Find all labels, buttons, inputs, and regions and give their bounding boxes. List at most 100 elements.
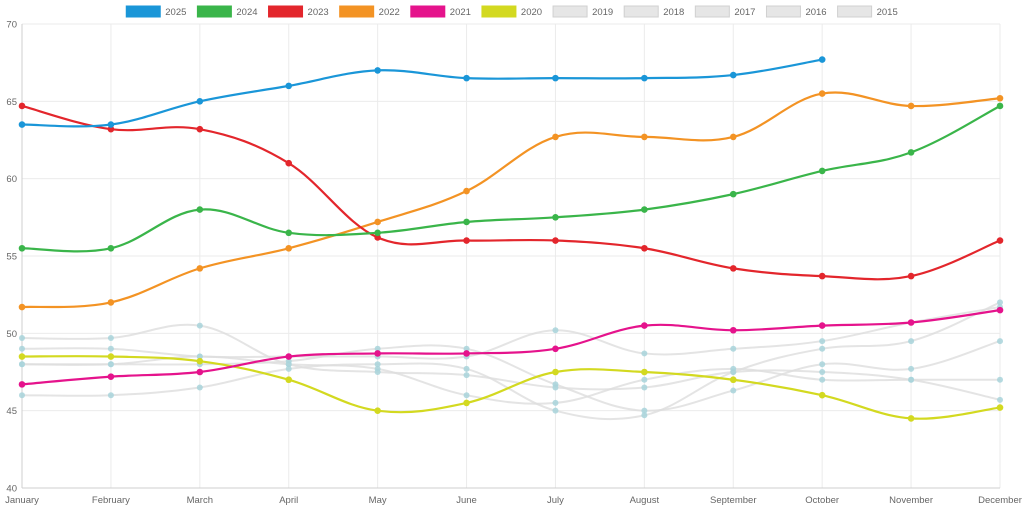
data-point-2025[interactable] bbox=[552, 74, 559, 82]
data-point-2015[interactable] bbox=[196, 353, 203, 360]
data-point-2024[interactable] bbox=[552, 214, 559, 221]
data-point-2023[interactable] bbox=[641, 244, 648, 252]
legend-item-2021[interactable]: 2021 bbox=[410, 5, 471, 18]
legend-item-2022[interactable]: 2022 bbox=[339, 5, 400, 18]
data-point-2017[interactable] bbox=[196, 322, 203, 329]
data-point-2021[interactable] bbox=[641, 322, 648, 329]
data-point-2024[interactable] bbox=[463, 218, 470, 226]
data-point-2022[interactable] bbox=[18, 303, 26, 311]
data-point-2019[interactable] bbox=[552, 399, 559, 406]
data-point-2025[interactable] bbox=[18, 121, 26, 128]
data-point-2019[interactable] bbox=[463, 392, 470, 399]
data-point-2017[interactable] bbox=[285, 361, 292, 368]
data-point-2020[interactable] bbox=[552, 368, 559, 376]
data-point-2023[interactable] bbox=[907, 272, 915, 280]
data-point-2023[interactable] bbox=[196, 125, 204, 133]
data-point-2022[interactable] bbox=[196, 265, 204, 272]
legend-item-2015[interactable]: 2015 bbox=[837, 5, 898, 18]
data-point-2022[interactable] bbox=[641, 133, 648, 141]
legend-item-2020[interactable]: 2020 bbox=[481, 5, 542, 18]
data-point-2016[interactable] bbox=[997, 299, 1003, 306]
data-point-2022[interactable] bbox=[107, 299, 115, 306]
data-point-2017[interactable] bbox=[374, 369, 381, 375]
data-point-2025[interactable] bbox=[196, 98, 204, 105]
data-point-2024[interactable] bbox=[907, 149, 915, 156]
data-point-2021[interactable] bbox=[196, 368, 204, 376]
data-point-2019[interactable] bbox=[819, 376, 826, 383]
data-point-2016[interactable] bbox=[463, 365, 470, 372]
data-point-2016[interactable] bbox=[552, 407, 559, 414]
data-point-2017[interactable] bbox=[819, 369, 826, 375]
legend-item-2025[interactable]: 2025 bbox=[125, 5, 186, 18]
data-point-2025[interactable] bbox=[818, 56, 826, 63]
data-point-2017[interactable] bbox=[997, 396, 1003, 403]
data-point-2020[interactable] bbox=[463, 399, 470, 407]
data-point-2015[interactable] bbox=[552, 327, 559, 334]
data-point-2023[interactable] bbox=[18, 102, 26, 110]
data-point-2024[interactable] bbox=[285, 229, 293, 237]
data-point-2020[interactable] bbox=[996, 404, 1004, 411]
data-point-2017[interactable] bbox=[463, 372, 470, 379]
data-point-2018[interactable] bbox=[107, 361, 114, 368]
data-point-2016[interactable] bbox=[196, 384, 203, 391]
data-point-2021[interactable] bbox=[107, 373, 115, 380]
data-point-2025[interactable] bbox=[463, 74, 470, 82]
data-point-2021[interactable] bbox=[818, 322, 826, 329]
legend-item-2024[interactable]: 2024 bbox=[196, 5, 258, 18]
data-point-2022[interactable] bbox=[996, 94, 1004, 102]
data-point-2022[interactable] bbox=[463, 187, 470, 195]
data-point-2024[interactable] bbox=[996, 102, 1004, 110]
data-point-2019[interactable] bbox=[641, 376, 648, 383]
data-point-2017[interactable] bbox=[19, 334, 25, 341]
data-point-2020[interactable] bbox=[729, 376, 737, 384]
data-point-2023[interactable] bbox=[107, 125, 115, 133]
data-point-2020[interactable] bbox=[107, 353, 115, 360]
data-point-2021[interactable] bbox=[729, 326, 737, 334]
data-point-2025[interactable] bbox=[285, 82, 293, 90]
data-point-2019[interactable] bbox=[997, 376, 1003, 383]
data-point-2025[interactable] bbox=[729, 71, 737, 79]
data-point-2016[interactable] bbox=[641, 412, 648, 419]
data-point-2022[interactable] bbox=[818, 90, 826, 97]
data-point-2018[interactable] bbox=[19, 361, 25, 368]
data-point-2018[interactable] bbox=[819, 361, 826, 368]
data-point-2022[interactable] bbox=[285, 244, 293, 252]
data-point-2023[interactable] bbox=[285, 159, 293, 167]
data-point-2020[interactable] bbox=[907, 415, 915, 422]
data-point-2024[interactable] bbox=[374, 229, 381, 237]
data-point-2018[interactable] bbox=[463, 345, 470, 352]
data-point-2023[interactable] bbox=[552, 237, 559, 244]
data-point-2024[interactable] bbox=[107, 244, 115, 252]
data-point-2025[interactable] bbox=[107, 121, 115, 128]
data-point-2018[interactable] bbox=[374, 345, 381, 352]
data-point-2017[interactable] bbox=[641, 384, 648, 391]
legend[interactable]: 2025 2024 2023 2022 2021 2020 2019 2018 2017 2016… bbox=[125, 5, 898, 18]
data-point-2017[interactable] bbox=[552, 384, 559, 391]
data-point-2023[interactable] bbox=[729, 265, 737, 272]
data-point-2021[interactable] bbox=[463, 350, 470, 357]
data-point-2015[interactable] bbox=[19, 345, 25, 352]
data-point-2020[interactable] bbox=[18, 353, 26, 360]
data-point-2021[interactable] bbox=[18, 381, 26, 388]
legend-item-2023[interactable]: 2023 bbox=[268, 5, 329, 18]
data-point-2022[interactable] bbox=[552, 133, 559, 141]
legend-item-2018[interactable]: 2018 bbox=[623, 5, 684, 18]
data-point-2016[interactable] bbox=[285, 365, 292, 372]
data-point-2016[interactable] bbox=[19, 392, 25, 399]
data-point-2015[interactable] bbox=[819, 338, 826, 345]
data-point-2017[interactable] bbox=[107, 334, 114, 341]
data-point-2015[interactable] bbox=[641, 350, 648, 357]
data-point-2018[interactable] bbox=[997, 338, 1003, 345]
data-point-2021[interactable] bbox=[996, 306, 1004, 314]
data-point-2016[interactable] bbox=[819, 345, 826, 352]
data-point-2023[interactable] bbox=[374, 234, 381, 241]
data-point-2020[interactable] bbox=[641, 368, 648, 376]
data-point-2016[interactable] bbox=[908, 338, 915, 345]
data-point-2017[interactable] bbox=[908, 376, 915, 383]
data-point-2022[interactable] bbox=[374, 218, 381, 226]
data-point-2018[interactable] bbox=[730, 387, 737, 394]
data-point-2024[interactable] bbox=[729, 190, 737, 198]
data-point-2020[interactable] bbox=[285, 376, 293, 384]
data-point-2015[interactable] bbox=[730, 345, 737, 352]
data-point-2016[interactable] bbox=[107, 392, 114, 399]
